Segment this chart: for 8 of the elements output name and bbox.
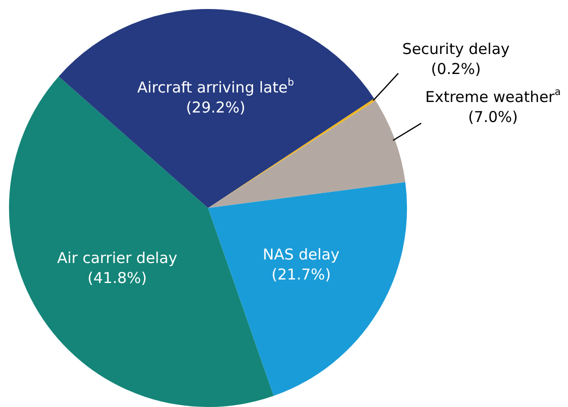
slice-label: Security delay	[402, 40, 510, 58]
data-label: (21.7%)	[271, 265, 331, 284]
data-label: (0.2%)	[431, 60, 481, 78]
data-label: (7.0%)	[468, 108, 518, 126]
slice-label: Air carrier delay	[57, 249, 178, 267]
data-label: (41.8%)	[88, 269, 147, 287]
data-label: (29.2%)	[186, 98, 246, 117]
slice-label: NAS delay	[262, 245, 340, 264]
